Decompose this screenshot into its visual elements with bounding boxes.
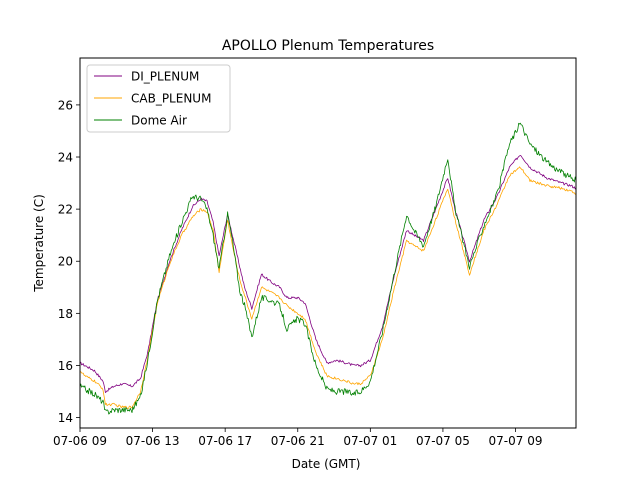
chart-title: APOLLO Plenum Temperatures — [222, 38, 434, 54]
y-tick-label: 16 — [58, 359, 73, 373]
legend-label-dome-air: Dome Air — [131, 114, 187, 128]
x-tick-label: 07-06 21 — [271, 434, 325, 448]
x-tick-label: 07-06 09 — [53, 434, 107, 448]
y-tick-label: 22 — [58, 203, 73, 217]
y-tick-label: 14 — [58, 411, 73, 425]
legend-label-cab-plenum: CAB_PLENUM — [131, 92, 211, 106]
x-tick-label: 07-06 13 — [126, 434, 180, 448]
plot-area-frame — [79, 57, 577, 429]
y-tick-label: 24 — [58, 151, 73, 165]
x-axis-label: Date (GMT) — [292, 457, 361, 471]
legend-label-di-plenum: DI_PLENUM — [131, 70, 199, 84]
y-tick-label: 18 — [58, 307, 73, 321]
x-tick-label: 07-07 05 — [416, 434, 470, 448]
legend-box — [86, 64, 231, 133]
series-line-di-plenum — [79, 155, 577, 394]
series-layer — [79, 122, 577, 415]
x-tick-label: 07-07 09 — [489, 434, 543, 448]
y-tick-label: 20 — [58, 255, 73, 269]
series-line-cab-plenum — [79, 166, 577, 409]
x-axis: 07-06 09 07-06 13 07-06 17 07-06 21 07-07 01… — [53, 428, 542, 448]
series-line-dome-air — [79, 122, 577, 415]
legend: DI_PLENUM CAB_PLENUM Dome Air — [86, 64, 231, 133]
x-tick-label: 07-06 17 — [198, 434, 252, 448]
y-axis-label: Temperature (C) — [32, 194, 46, 293]
y-tick-label: 26 — [58, 98, 73, 112]
x-tick-label: 07-07 01 — [343, 434, 397, 448]
y-axis: 14 16 18 20 22 24 26 — [58, 98, 80, 425]
